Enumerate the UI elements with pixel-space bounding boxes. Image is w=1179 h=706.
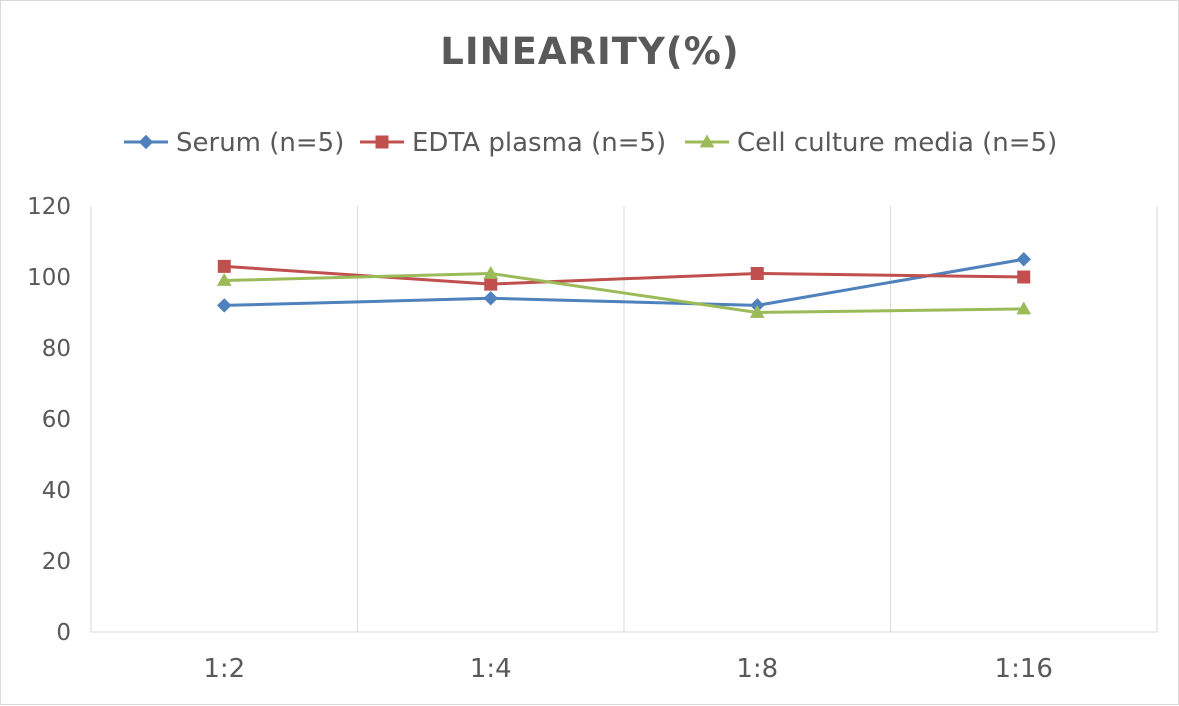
x-tick-label: 1:4 [470, 654, 512, 684]
x-tick-label: 1:2 [203, 654, 245, 684]
series-line-serum [222, 257, 1026, 307]
data-point-cell-culture-media [216, 273, 232, 286]
data-point-serum [1016, 252, 1031, 267]
legend-item-cell-culture-media: Cell culture media (n=5) [685, 128, 1057, 158]
data-point-edta-plasma [1017, 270, 1031, 284]
y-tick-label: 20 [42, 549, 71, 575]
legend-item-edta-plasma: EDTA plasma (n=5) [360, 128, 666, 158]
chart-legend: Serum (n=5) EDTA plasma (n=5) Cell cultu… [124, 128, 1057, 158]
legend-item-serum: Serum (n=5) [124, 128, 344, 158]
series-layer [216, 252, 1032, 318]
series-line-edta-plasma [222, 264, 1026, 286]
y-tick-label: 80 [42, 336, 71, 362]
data-point-edta-plasma [750, 266, 764, 280]
data-point-cell-culture-media [1016, 301, 1032, 315]
legend-label-cell-culture-media: Cell culture media (n=5) [737, 128, 1057, 158]
data-point-edta-plasma [217, 259, 231, 273]
data-point-edta-plasma [484, 277, 498, 291]
y-axis: 0 20 40 60 80 100 120 [27, 194, 71, 646]
data-point-serum [483, 291, 498, 306]
legend-marker-serum [138, 134, 154, 150]
y-tick-label: 0 [56, 620, 71, 646]
legend-marker-edta-plasma [375, 135, 389, 149]
series-cell-culture-media [216, 265, 1032, 318]
legend-label-edta-plasma: EDTA plasma (n=5) [412, 128, 666, 158]
y-tick-label: 100 [27, 265, 71, 291]
y-tick-label: 40 [42, 478, 71, 504]
chart-title: LINEARITY(%) [440, 30, 739, 73]
x-tick-label: 1:16 [995, 654, 1053, 684]
y-tick-label: 120 [27, 194, 71, 220]
gridlines [90, 206, 1158, 632]
x-tick-label: 1:8 [736, 654, 778, 684]
legend-label-serum: Serum (n=5) [176, 128, 344, 158]
legend-marker-cell-culture-media [699, 134, 715, 148]
data-point-serum [217, 298, 232, 313]
data-point-cell-culture-media [749, 304, 765, 318]
series-line-cell-culture-media [222, 271, 1026, 314]
series-edta-plasma [217, 259, 1031, 291]
data-point-cell-culture-media [483, 265, 499, 279]
x-axis: 1:2 1:4 1:8 1:16 [91, 631, 1157, 684]
y-tick-label: 60 [42, 407, 71, 433]
